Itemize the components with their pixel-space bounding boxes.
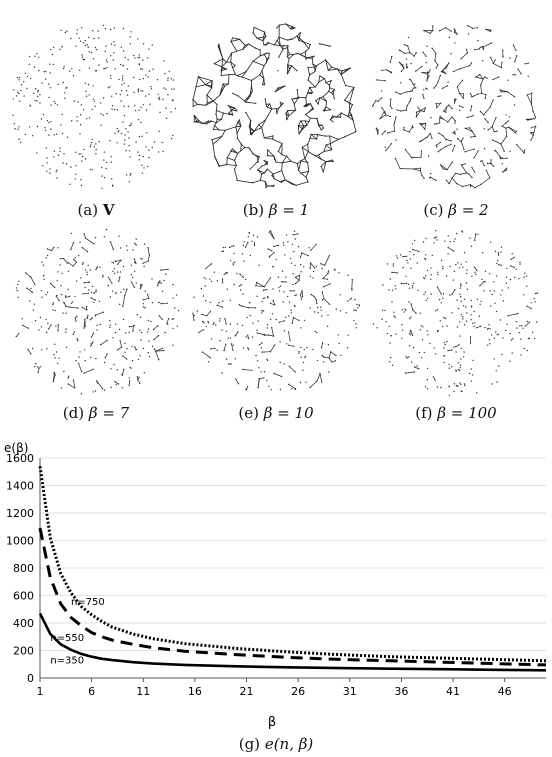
x-tick-label: 26: [291, 685, 305, 698]
c-edges: [372, 25, 537, 189]
x-tick-label: 21: [240, 685, 254, 698]
x-axis-label: β: [268, 715, 276, 730]
series-line-n=750: [38, 466, 547, 663]
x-tick-label: 36: [394, 685, 408, 698]
series-annotation: n=750: [71, 597, 105, 608]
panel-f-graphic: [372, 230, 539, 396]
chart-caption-label: e(n, β): [264, 735, 314, 753]
f-points: [372, 230, 539, 396]
y-tick-label: 600: [13, 590, 34, 603]
panel-a: [8, 20, 184, 192]
panel-b-graphic: [192, 23, 357, 189]
y-tick-label: 1200: [6, 507, 34, 520]
series-annotation: n=550: [50, 633, 84, 644]
caption-f-tag: (f): [415, 404, 433, 422]
y-tick-label: 0: [27, 672, 34, 685]
panel-f: [368, 226, 544, 398]
caption-a: (a) V: [8, 201, 184, 219]
y-tick-label: 1000: [6, 535, 34, 548]
caption-d-tag: (d): [62, 404, 85, 422]
x-tick-label: 46: [498, 685, 512, 698]
panel-c-graphic: [372, 24, 537, 189]
x-tick-label: 11: [136, 685, 150, 698]
y-tick-label: 1400: [6, 480, 34, 493]
e-points: [192, 230, 360, 391]
panel-a-graphic: [12, 24, 177, 189]
panel-e-graphic: [192, 230, 360, 391]
caption-e-tag: (e): [238, 404, 259, 422]
e-edges: [192, 230, 360, 390]
x-tick-label: 16: [188, 685, 202, 698]
x-tick-label: 31: [343, 685, 357, 698]
series-line-n=550: [38, 527, 547, 667]
caption-c: (c) β = 2: [368, 201, 544, 219]
chart-caption: (g) e(n, β): [0, 735, 552, 753]
b-points: [192, 23, 357, 189]
a-points: [12, 24, 177, 189]
y-tick-label: 800: [13, 562, 34, 575]
caption-d-label: β = 7: [88, 404, 130, 422]
d-edges: [16, 233, 174, 390]
y-tick-label: 1600: [6, 452, 34, 465]
x-tick-label: 41: [446, 685, 460, 698]
y-tick-label: 400: [13, 617, 34, 630]
caption-b: (b) β = 1: [188, 201, 364, 219]
caption-a-label: V: [102, 201, 115, 219]
x-tick-label: 1: [37, 685, 44, 698]
caption-c-label: β = 2: [448, 201, 489, 219]
caption-c-tag: (c): [423, 201, 444, 219]
x-tick-label: 6: [88, 685, 95, 698]
c-points: [372, 24, 537, 189]
series-annotation: n=350: [50, 656, 84, 667]
caption-f: (f) β = 100: [368, 404, 544, 422]
caption-e-label: β = 10: [263, 404, 314, 422]
panel-c: [368, 20, 544, 192]
caption-a-tag: (a): [77, 201, 99, 219]
chart-caption-tag: (g): [238, 735, 261, 753]
panel-b: [188, 20, 364, 192]
b-edges: [192, 23, 357, 188]
y-axis-label: e(β): [4, 441, 28, 455]
caption-b-label: β = 1: [268, 201, 310, 219]
y-tick-label: 200: [13, 645, 34, 658]
caption-e: (e) β = 10: [188, 404, 364, 422]
f-edges: [391, 234, 538, 387]
series-line-n=350: [38, 612, 547, 672]
caption-d: (d) β = 7: [8, 404, 184, 422]
d-points: [15, 228, 180, 395]
panel-d-graphic: [15, 228, 180, 395]
caption-b-tag: (b): [242, 201, 265, 219]
panel-d: [8, 226, 184, 398]
caption-f-label: β = 100: [437, 404, 497, 422]
panel-e: [188, 226, 364, 398]
